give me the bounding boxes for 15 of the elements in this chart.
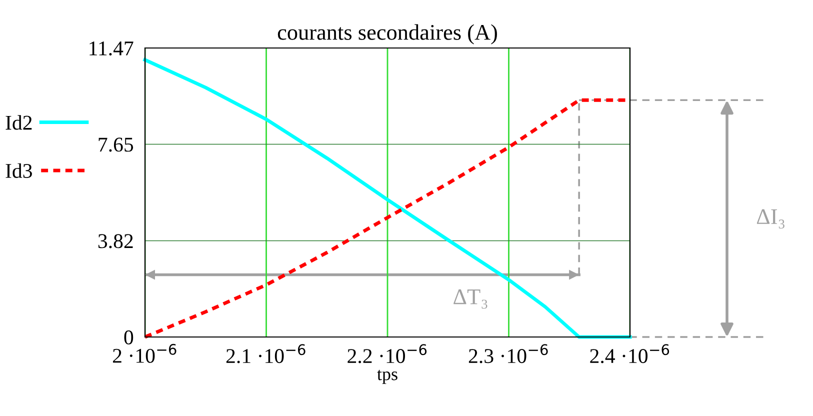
x-tick-label: 2.3 ·10$^{−6}$ [468, 344, 548, 364]
y-tick-label: 0 [124, 330, 134, 344]
x-axis-title: tps [377, 370, 398, 384]
x-tick-label: 2 ·10$^{−6}$ [113, 344, 176, 363]
y-tick-label: 11.47 [90, 41, 134, 56]
ref-line-label: ΔT₃ [454, 289, 488, 309]
y-tick-label: 7.65 [98, 138, 134, 152]
x-tick-label: 2.1 ·10$^{−6}$ [226, 344, 306, 364]
legend-label: Id3 [6, 163, 32, 178]
chart-title: courants secondaires (A) [278, 24, 497, 44]
legend-label: Id2 [6, 115, 32, 130]
y-tick-label: 3.82 [98, 234, 133, 248]
text: ΔI₃ [756, 209, 784, 229]
x-tick-label: 2.2 ·10$^{−6}$ [348, 344, 427, 364]
x-tick-label: 2.4 ·10$^{−6}$ [590, 344, 670, 364]
